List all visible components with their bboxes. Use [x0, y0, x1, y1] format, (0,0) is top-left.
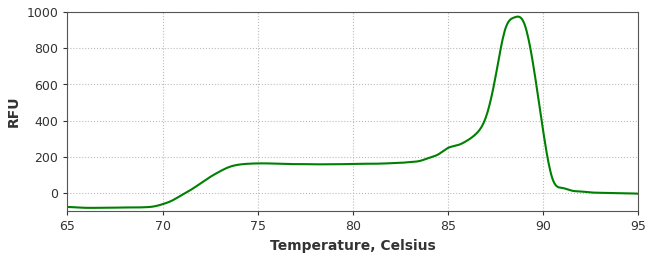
Y-axis label: RFU: RFU: [7, 96, 21, 127]
X-axis label: Temperature, Celsius: Temperature, Celsius: [270, 239, 436, 253]
